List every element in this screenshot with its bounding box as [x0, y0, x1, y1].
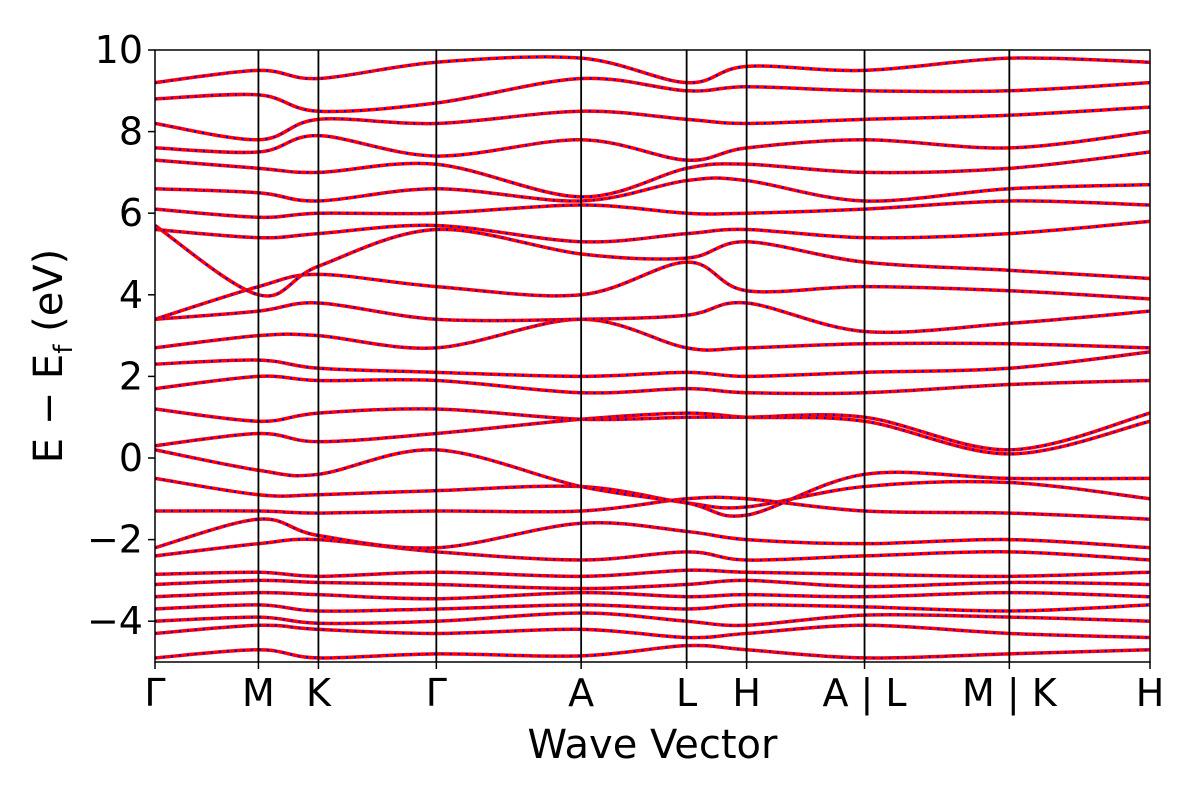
x-axis-title: Wave Vector [528, 722, 779, 768]
band-line-17 [155, 300, 1150, 335]
y-tick-label: 0 [119, 436, 143, 480]
band-line-dotted-21 [155, 199, 1150, 219]
y-tick-label: 4 [119, 273, 143, 317]
band-line-23 [155, 150, 1150, 199]
x-tick-label: Γ [426, 671, 447, 715]
band-line-dotted-11 [155, 448, 1150, 518]
band-line-dotted-6 [155, 568, 1150, 578]
band-line-9 [155, 495, 1150, 521]
band-line-16 [155, 317, 1150, 352]
x-tick-label: A [568, 671, 594, 715]
band-line-dotted-2 [155, 611, 1150, 627]
band-line-dotted-7 [155, 538, 1150, 562]
band-line-21 [155, 199, 1150, 220]
x-tick-label: L [676, 671, 697, 715]
y-tick-label: 6 [119, 191, 143, 235]
band-line-8 [155, 517, 1150, 550]
band-line-2 [155, 611, 1150, 628]
bands-layer [155, 55, 1150, 660]
band-line-12 [155, 411, 1150, 456]
band-line-14 [155, 374, 1150, 396]
band-line-1 [155, 623, 1150, 640]
band-line-26 [155, 76, 1150, 114]
band-line-15 [155, 350, 1150, 379]
band-line-27 [155, 55, 1150, 85]
band-line-22 [155, 176, 1150, 203]
band-line-dotted-9 [155, 496, 1150, 521]
x-tick-label: M | K [962, 671, 1058, 716]
band-line-dotted-4 [155, 591, 1150, 600]
x-tick-label: H [732, 671, 761, 715]
band-line-20 [155, 219, 1150, 244]
y-tick-label: −4 [87, 599, 143, 643]
x-tick-label: A | L [822, 671, 906, 716]
x-tick-label: M [242, 671, 275, 715]
band-line-dotted-24 [155, 130, 1150, 162]
band-line-dotted-19 [155, 224, 1150, 298]
y-tick-label: 2 [119, 354, 143, 398]
y-axis-ticks: 10 8 6 4 2 0 −2 −4 [87, 28, 155, 643]
y-tick-label: 8 [119, 110, 143, 154]
band-line-dotted-26 [155, 77, 1150, 113]
y-axis-title: E − Ef (eV) [26, 249, 79, 464]
band-line-0 [155, 643, 1150, 660]
y-tick-label: 10 [95, 28, 143, 72]
x-tick-label: H [1136, 671, 1165, 715]
band-line-dotted-3 [155, 603, 1150, 613]
high-symmetry-lines [257, 50, 1011, 662]
band-line-dotted-20 [155, 220, 1150, 244]
x-tick-label: K [306, 671, 332, 715]
band-line-18 [155, 260, 1150, 321]
band-line-dotted-5 [155, 579, 1150, 590]
band-line-13 [155, 407, 1150, 452]
y-axis-title-unit: (eV) [26, 249, 72, 345]
y-axis-title-main: E − E [26, 354, 72, 464]
band-line-24 [155, 129, 1150, 162]
band-line-7 [155, 537, 1150, 562]
band-line-25 [155, 105, 1150, 142]
band-line-dotted-1 [155, 624, 1150, 639]
band-line-dotted-15 [155, 350, 1150, 378]
y-tick-label: −2 [87, 518, 143, 562]
x-tick-label: Γ [144, 671, 165, 715]
y-axis-title-subscript: f [49, 344, 79, 354]
plot-frame [154, 49, 1151, 663]
